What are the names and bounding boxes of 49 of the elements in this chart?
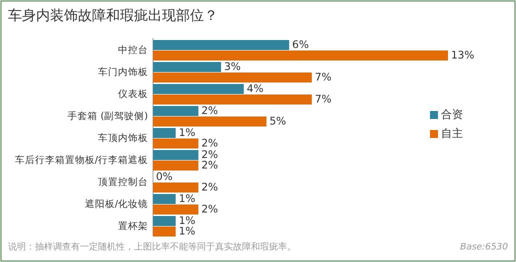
data-label: 2% — [201, 105, 218, 118]
y-tick-label: 手套箱 (副驾驶侧) — [67, 110, 148, 122]
bar — [153, 62, 222, 72]
bar — [153, 216, 176, 226]
data-label: 7% — [314, 72, 332, 84]
bar — [153, 182, 198, 192]
legend-label: 合资 — [441, 108, 463, 122]
data-label: 4% — [246, 83, 264, 96]
bar — [153, 50, 448, 60]
data-label: 1% — [178, 127, 196, 140]
data-label: 13% — [451, 50, 474, 62]
data-label: 2% — [201, 149, 218, 162]
bar — [153, 194, 176, 204]
bar — [153, 138, 198, 148]
bar — [153, 40, 290, 50]
y-tick-label: 中控台 — [118, 44, 148, 56]
bar — [153, 204, 198, 214]
data-label: 5% — [269, 116, 286, 128]
data-label: 1% — [178, 215, 196, 228]
y-tick-label: 车后行李箱置物板/行李箱遮板 — [14, 154, 148, 166]
y-tick-label: 顶置控制台 — [98, 176, 148, 188]
data-label: 2% — [201, 138, 218, 150]
data-label: 2% — [201, 160, 218, 172]
text: Base:6530 — [460, 242, 508, 252]
bar — [153, 94, 312, 104]
data-label: 7% — [314, 94, 332, 106]
bar — [153, 160, 198, 170]
data-label: 1% — [178, 193, 196, 206]
data-label: 2% — [201, 182, 218, 194]
legend-label: 自主 — [441, 127, 463, 140]
y-tick-label: 车顶内饰板 — [98, 132, 148, 144]
y-tick-label: 置杯架 — [118, 220, 148, 232]
data-label: 1% — [178, 226, 196, 238]
data-label: 3% — [224, 61, 241, 74]
bar — [153, 72, 312, 82]
data-label: 2% — [201, 204, 218, 216]
chart-title: 车身内装饰故障和瑕疵出现部位？ — [8, 8, 218, 24]
bar — [153, 116, 266, 126]
y-tick-label: 车门内饰板 — [98, 66, 148, 78]
bar — [153, 84, 244, 94]
bar — [153, 226, 176, 236]
data-label: 0% — [156, 171, 173, 184]
data-label: 6% — [292, 39, 309, 52]
y-tick-label: 仪表板 — [118, 88, 148, 100]
text: 说明：抽样调查有一定随机性，上图比率不能等同于真实故障和瑕疵率。 — [8, 241, 296, 252]
bar — [153, 106, 198, 116]
bar — [153, 128, 176, 138]
y-tick-label: 遮阳板/化妆镜 — [84, 198, 148, 210]
bar — [153, 150, 198, 160]
